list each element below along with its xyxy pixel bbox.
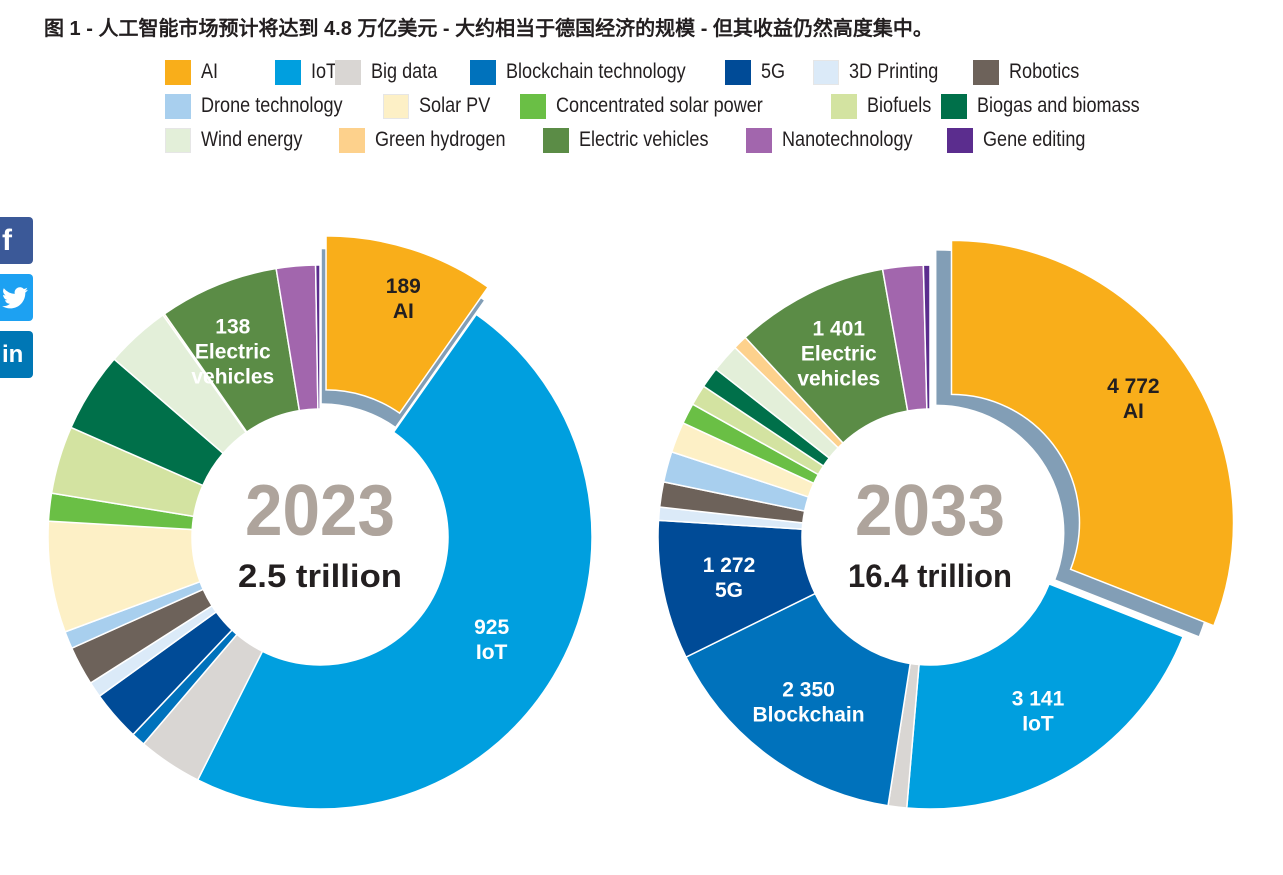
legend-item: Electric vehicles bbox=[543, 126, 730, 154]
legend-label: 5G bbox=[761, 60, 786, 83]
legend-swatch bbox=[813, 59, 839, 85]
legend-swatch bbox=[947, 127, 973, 153]
linkedin-share-button[interactable]: in bbox=[0, 331, 33, 378]
legend-swatch bbox=[520, 93, 546, 119]
slice-label-line: 1 401 bbox=[813, 317, 866, 340]
linkedin-icon: in bbox=[2, 340, 24, 368]
legend-item: Wind energy bbox=[165, 126, 319, 154]
legend-swatch bbox=[746, 127, 772, 153]
legend-item: Blockchain technology bbox=[470, 58, 715, 86]
legend-item: Nanotechnology bbox=[746, 126, 934, 154]
legend-item: Gene editing bbox=[947, 126, 1102, 154]
center-year: 2033 bbox=[855, 471, 1005, 551]
slice-label: 3 141 IoT bbox=[1012, 688, 1065, 736]
slice-label-line: 3 141 bbox=[1012, 688, 1065, 711]
slice-label-line: 4 772 bbox=[1107, 375, 1160, 398]
legend-label: Biofuels bbox=[867, 94, 932, 117]
legend-swatch bbox=[165, 127, 191, 153]
legend-item: Green hydrogen bbox=[339, 126, 527, 154]
donut-hole bbox=[192, 409, 448, 665]
legend-item: 3D Printing bbox=[813, 58, 953, 86]
legend-label: Green hydrogen bbox=[375, 128, 506, 151]
legend-swatch bbox=[165, 59, 191, 85]
legend-swatch bbox=[335, 59, 361, 85]
slice-label-line: AI bbox=[1123, 400, 1144, 423]
facebook-icon: f bbox=[2, 223, 12, 257]
slice-ai bbox=[950, 239, 1235, 627]
legend-label: Solar PV bbox=[419, 94, 491, 117]
legend-item: Drone technology bbox=[165, 92, 366, 120]
legend-label: 3D Printing bbox=[849, 60, 939, 83]
legend-item: Big data bbox=[335, 58, 448, 86]
slice-label-line: 5G bbox=[715, 579, 743, 602]
legend-label: Concentrated solar power bbox=[556, 94, 763, 117]
legend-swatch bbox=[383, 93, 409, 119]
slice-label-line: 138 bbox=[215, 316, 250, 339]
slice-label-line: Blockchain bbox=[753, 704, 865, 727]
slice-label-line: vehicles bbox=[797, 367, 880, 390]
slice-label: 925 IoT bbox=[474, 616, 509, 664]
slice-label: 1 401 Electric vehicles bbox=[797, 317, 880, 390]
legend-item: IoT bbox=[275, 58, 341, 86]
slice-label: 2 350 Blockchain bbox=[753, 679, 865, 727]
slice-label: 4 772 AI bbox=[1107, 375, 1160, 423]
legend-item: Robotics bbox=[973, 58, 1091, 86]
center-total: 16.4 trillion bbox=[848, 558, 1012, 594]
slice-label-line: Electric bbox=[195, 341, 271, 364]
slice-label-line: vehicles bbox=[191, 366, 274, 389]
donut-hole bbox=[802, 409, 1058, 665]
legend-swatch bbox=[543, 127, 569, 153]
legend-swatch bbox=[275, 59, 301, 85]
legend-label: Blockchain technology bbox=[506, 60, 686, 83]
legend-label: Nanotechnology bbox=[782, 128, 913, 151]
legend-swatch bbox=[339, 127, 365, 153]
chart-title: 图 1 - 人工智能市场预计将达到 4.8 万亿美元 - 大约相当于德国经济的规… bbox=[44, 18, 933, 40]
facebook-share-button[interactable]: f bbox=[0, 217, 33, 264]
donut-chart-2033: 2033 16.4 trillion 4 772 AI 3 141 IoT 2 350 Blo… bbox=[657, 239, 1235, 810]
legend-item: Solar PV bbox=[383, 92, 502, 120]
center-total: 2.5 trillion bbox=[238, 558, 402, 594]
legend-label: Electric vehicles bbox=[579, 128, 709, 151]
twitter-icon bbox=[2, 286, 28, 308]
donut-chart-2023: 2023 2.5 trillion 189 AI 925 IoT 138 Electric ve… bbox=[47, 235, 593, 810]
slice-label: 189 AI bbox=[386, 275, 421, 323]
slice-label-line: 925 bbox=[474, 616, 509, 639]
legend-swatch bbox=[973, 59, 999, 85]
legend-item: Concentrated solar power bbox=[520, 92, 796, 120]
legend-label: Gene editing bbox=[983, 128, 1086, 151]
slice-label-line: IoT bbox=[476, 641, 508, 664]
slice-label-line: Electric bbox=[801, 342, 877, 365]
slice-ai bbox=[325, 235, 490, 415]
chart-legend: AI IoT Big data Blockchain technology 5G 3D P… bbox=[165, 58, 1175, 162]
legend-swatch bbox=[165, 93, 191, 119]
legend-label: IoT bbox=[311, 60, 338, 83]
slice-label-line: 189 bbox=[386, 275, 421, 298]
slice-label-line: IoT bbox=[1022, 713, 1054, 736]
slice-label-line: 1 272 bbox=[703, 554, 756, 577]
legend-label: Drone technology bbox=[201, 94, 343, 117]
slice-label: 138 Electric vehicles bbox=[191, 316, 274, 389]
legend-label: AI bbox=[201, 60, 219, 83]
legend-swatch bbox=[725, 59, 751, 85]
twitter-share-button[interactable] bbox=[0, 274, 33, 321]
legend-item: Biofuels bbox=[831, 92, 942, 120]
legend-swatch bbox=[941, 93, 967, 119]
legend-item: AI bbox=[165, 58, 221, 86]
slice-label-line: AI bbox=[393, 300, 414, 323]
legend-label: Wind energy bbox=[201, 128, 303, 151]
center-year: 2023 bbox=[245, 471, 395, 551]
legend-label: Biogas and biomass bbox=[977, 94, 1140, 117]
legend-label: Big data bbox=[371, 60, 438, 83]
share-bar: f in bbox=[0, 217, 33, 388]
legend-swatch bbox=[470, 59, 496, 85]
slice-label-line: 2 350 bbox=[782, 679, 835, 702]
legend-label: Robotics bbox=[1009, 60, 1080, 83]
slice-label: 1 272 5G bbox=[703, 554, 756, 602]
legend-item: Biogas and biomass bbox=[941, 92, 1166, 120]
legend-swatch bbox=[831, 93, 857, 119]
legend-item: 5G bbox=[725, 58, 789, 86]
